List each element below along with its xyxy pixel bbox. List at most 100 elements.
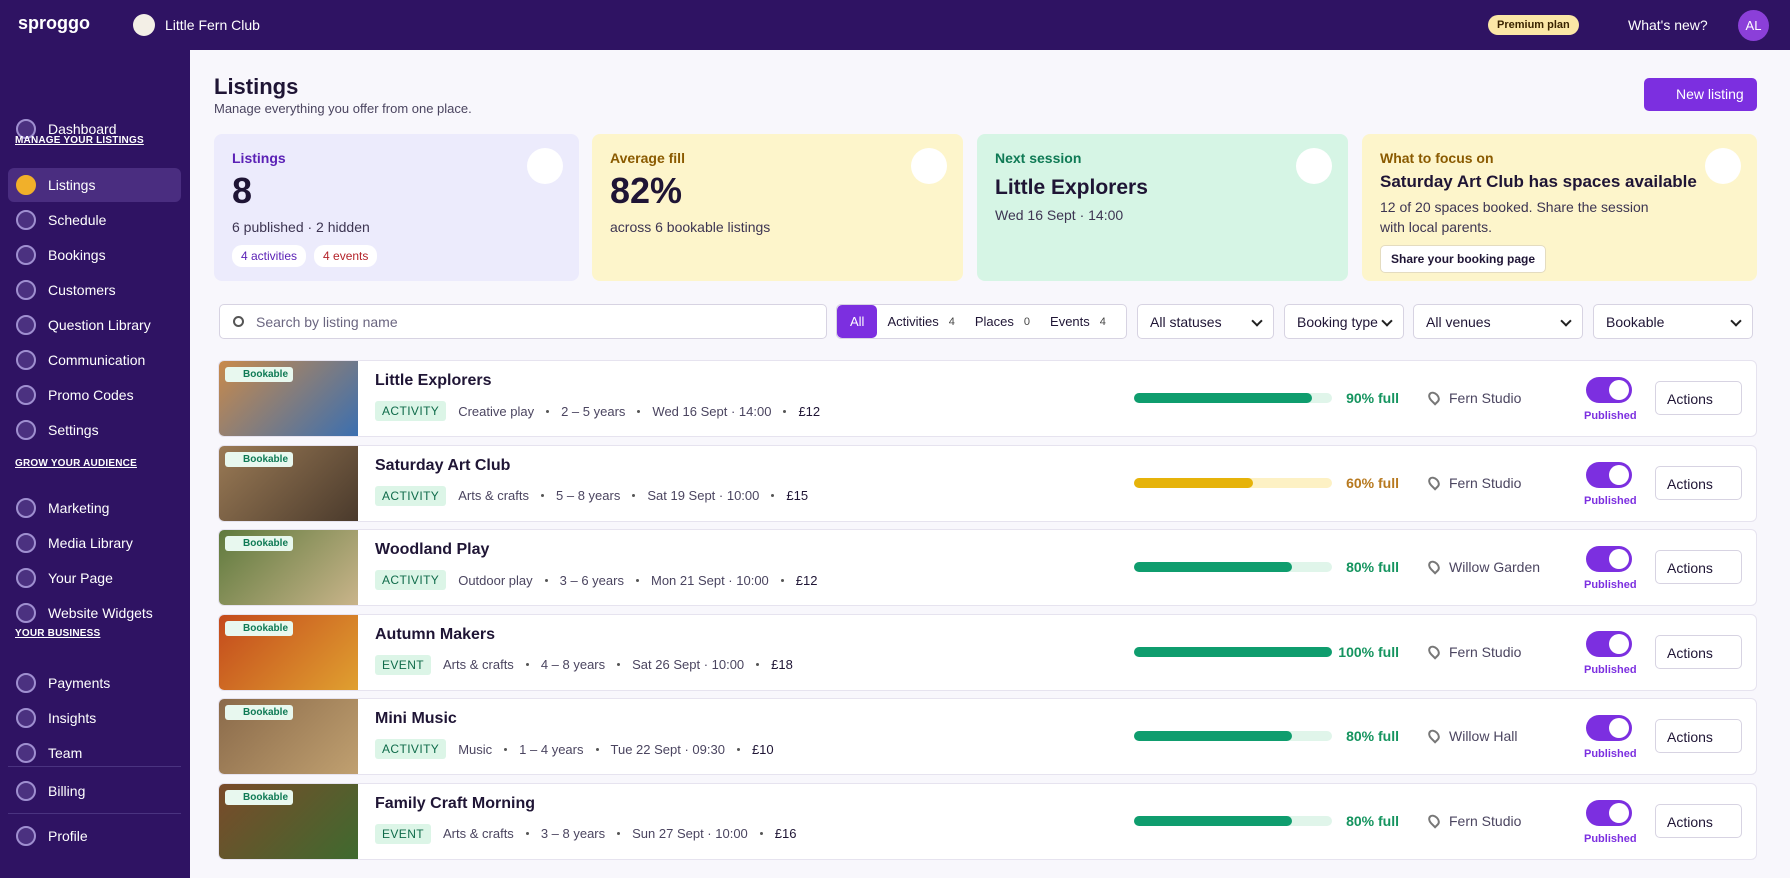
separator	[541, 494, 545, 497]
nav-item[interactable]: Settings	[8, 413, 181, 447]
publish-toggle[interactable]	[1586, 799, 1632, 826]
card-value: 8	[232, 170, 253, 211]
nav-item[interactable]: Marketing	[8, 491, 181, 525]
meta-price: £18	[771, 657, 793, 672]
actions-button[interactable]: Actions	[1655, 550, 1742, 584]
filter-select[interactable]: All venues	[1413, 304, 1583, 339]
listing-row: Bookable Little Explorers ACTIVITY Creative…	[218, 360, 1757, 437]
tag-list: 4 activities 4 events	[232, 245, 561, 267]
actions-button[interactable]: Actions	[1655, 803, 1742, 838]
separator	[756, 663, 760, 666]
nav-item[interactable]: Media Library	[8, 526, 181, 560]
venue-pin	[1425, 389, 1443, 406]
nav-item[interactable]: Promo Codes	[8, 378, 181, 412]
meta-ages: 1 – 4 years	[519, 741, 584, 757]
filter-tab[interactable]: All	[837, 305, 878, 338]
listing-meta: EVENT Arts & crafts 3 – 8 years Sun 27 Sept…	[375, 823, 797, 844]
tab-label: Events	[1050, 314, 1090, 329]
publish-toggle[interactable]	[1586, 630, 1632, 657]
section-title: YOUR BUSINESS	[15, 628, 101, 639]
bookable-badge: Bookable	[225, 789, 294, 805]
nav-icon	[16, 420, 36, 440]
actions-button[interactable]: Actions	[1655, 465, 1742, 500]
nav-icon	[16, 826, 36, 846]
separator	[546, 409, 550, 413]
publish-toggle[interactable]	[1586, 546, 1632, 572]
nav-item[interactable]: Dashboard	[8, 112, 181, 146]
separator	[783, 409, 787, 413]
nav-item[interactable]: Schedule	[8, 203, 181, 237]
org-switcher[interactable]: Little Fern Club	[165, 17, 260, 33]
publish-toggle[interactable]	[1586, 377, 1632, 403]
whats-new[interactable]: What's new?	[1628, 17, 1708, 33]
filter-tab[interactable]: Places 0	[965, 314, 1040, 329]
card-icon	[1705, 148, 1741, 184]
listing-name[interactable]: Woodland Play	[375, 541, 490, 558]
nav-item[interactable]: Question Library	[8, 308, 181, 342]
venue: Fern Studio	[1449, 643, 1522, 660]
brand[interactable]: sproggo	[18, 13, 90, 33]
fill-label: 90% full	[1346, 390, 1399, 406]
status: Published	[1584, 579, 1637, 591]
venue-pin	[1425, 811, 1443, 829]
fill-label: 80% full	[1346, 559, 1399, 575]
nav-item[interactable]: Payments	[8, 666, 181, 700]
separator	[525, 832, 529, 835]
status: Published	[1584, 494, 1637, 507]
publish-toggle[interactable]	[1586, 461, 1632, 488]
filter-select[interactable]: Bookable	[1593, 304, 1753, 339]
venue: Fern Studio	[1449, 390, 1522, 406]
nav-item[interactable]: Insights	[8, 701, 181, 735]
search-input[interactable]: Search by listing name	[219, 304, 827, 339]
nav-item[interactable]: Profile	[8, 819, 181, 853]
meta-category: Arts & crafts	[443, 826, 514, 841]
nav-item[interactable]: Listings	[8, 168, 181, 202]
sidebar: Dashboard MANAGE YOUR LISTINGS Listings Sch…	[0, 50, 190, 878]
meta-price: £16	[774, 826, 797, 841]
actions-button[interactable]: Actions	[1655, 719, 1742, 753]
actions-button[interactable]: Actions	[1655, 634, 1742, 669]
nav-item[interactable]: Your Page	[8, 561, 181, 595]
venue: Fern Studio	[1449, 812, 1522, 829]
bookable-badge: Bookable	[225, 451, 294, 467]
filter-select[interactable]: All statuses	[1137, 304, 1274, 339]
share-button[interactable]: Share your booking page	[1380, 245, 1547, 273]
nav-item[interactable]: Bookings	[8, 238, 181, 272]
listing-meta: ACTIVITY Music 1 – 4 years Tue 22 Sept · 09…	[375, 739, 774, 759]
status: Published	[1584, 410, 1637, 422]
listing-name[interactable]: Family Craft Morning	[375, 794, 536, 812]
filter-tab[interactable]: Activities 4	[877, 314, 964, 329]
meta-type: ACTIVITY	[375, 739, 447, 759]
listing-name[interactable]: Autumn Makers	[375, 625, 496, 643]
page-subtitle: Manage everything you offer from one pla…	[214, 101, 472, 116]
nav-item[interactable]: Billing	[8, 774, 181, 808]
publish-toggle[interactable]	[1586, 715, 1632, 741]
listing-name[interactable]: Little Explorers	[375, 372, 492, 389]
fill-track	[1134, 646, 1332, 657]
listing-row: Bookable Mini Music ACTIVITY Music 1 – 4 yea…	[218, 698, 1757, 775]
listing-name[interactable]: Mini Music	[375, 710, 457, 727]
filter-tab[interactable]: Events 4	[1040, 314, 1116, 329]
new-listing-button[interactable]: New listing	[1644, 78, 1757, 111]
fill-bar	[1134, 477, 1253, 488]
card-value: Little Explorers	[995, 176, 1148, 199]
thumbnail: Bookable	[219, 614, 358, 690]
nav-item[interactable]: Customers	[8, 273, 181, 307]
actions-button[interactable]: Actions	[1655, 381, 1742, 415]
summary-card: Listings 8 6 published · 2 hidden 4 activit…	[214, 134, 579, 281]
card-detail: 12 of 20 spaces booked. Share the sessio…	[1380, 199, 1649, 235]
listing-name[interactable]: Saturday Art Club	[375, 456, 511, 474]
tag: 4 events	[314, 245, 378, 267]
nav-icon	[16, 498, 36, 518]
nav-item[interactable]: Team	[8, 736, 181, 770]
search-icon	[233, 316, 244, 327]
nav-icon	[16, 175, 36, 195]
nav-item[interactable]: Communication	[8, 343, 181, 377]
filter-select[interactable]: Booking type	[1284, 304, 1404, 339]
separator	[544, 578, 548, 582]
avatar[interactable]: AL	[1738, 10, 1769, 41]
separator	[771, 494, 775, 497]
nav-icon	[16, 119, 36, 139]
nav-item[interactable]: Website Widgets	[8, 596, 181, 630]
